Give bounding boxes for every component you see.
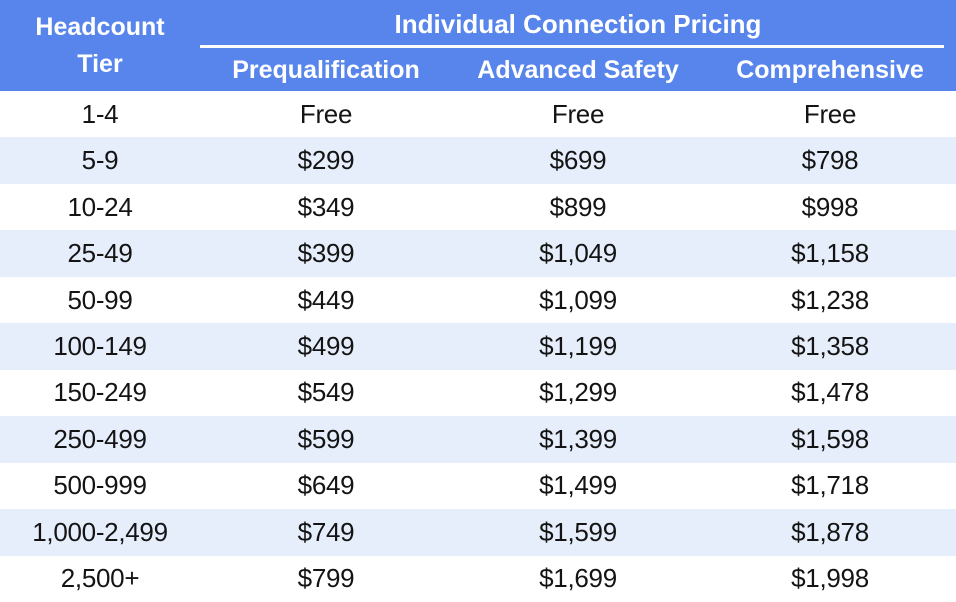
table-row: 1-4 Free Free Free <box>0 91 956 138</box>
table-row: 100-149 $499 $1,199 $1,358 <box>0 323 956 370</box>
row-header-headcount-tier: Headcount Tier <box>0 0 200 91</box>
price-cell: Free <box>803 98 857 129</box>
table-row: 1,000-2,499 $749 $1,599 $1,878 <box>0 509 956 556</box>
column-header-comprehensive: Comprehensive <box>736 56 924 84</box>
price-cell: $1,598 <box>791 423 869 454</box>
price-cell: $449 <box>297 284 355 315</box>
tier-cell: 1-4 <box>81 98 119 129</box>
price-cell: $799 <box>297 563 355 594</box>
table-row: 500-999 $649 $1,499 $1,718 <box>0 462 956 510</box>
price-cell: $1,699 <box>539 563 617 594</box>
price-cell: $1,399 <box>539 423 617 454</box>
price-cell: $499 <box>297 330 355 361</box>
price-cell: $549 <box>297 377 355 408</box>
group-title: Individual Connection Pricing <box>394 9 762 39</box>
table-row: 10-24 $349 $899 $998 <box>0 183 956 231</box>
price-cell: $1,878 <box>791 516 869 547</box>
price-cell: $1,358 <box>791 330 869 361</box>
tier-cell: 150-249 <box>53 377 147 408</box>
price-cell: $599 <box>297 423 355 454</box>
price-cell: $299 <box>297 145 355 176</box>
tier-cell: 250-499 <box>53 423 147 454</box>
tier-cell: 50-99 <box>67 284 133 315</box>
price-cell: $1,478 <box>791 377 869 408</box>
tier-cell: 1,000-2,499 <box>32 516 168 547</box>
price-cell: $1,199 <box>539 330 617 361</box>
tier-cell: 10-24 <box>67 191 133 222</box>
tier-cell: 5-9 <box>81 145 119 176</box>
price-cell: $699 <box>549 145 607 176</box>
table-row: 50-99 $449 $1,099 $1,238 <box>0 276 956 324</box>
price-cell: $1,049 <box>539 238 617 269</box>
row-header-line-1: Headcount <box>35 12 165 41</box>
group-header: Individual Connection Pricing Prequalifi… <box>200 0 956 91</box>
price-cell: $1,998 <box>791 563 869 594</box>
price-cell: $1,499 <box>539 470 617 501</box>
table-header: Headcount Tier Individual Connection Pri… <box>0 0 956 91</box>
price-cell: $1,238 <box>791 284 869 315</box>
price-cell: $1,718 <box>791 470 869 501</box>
table-row: 5-9 $299 $699 $798 <box>0 137 956 184</box>
price-cell: Free <box>551 98 605 129</box>
price-cell: $1,158 <box>791 238 869 269</box>
price-cell: $1,099 <box>539 284 617 315</box>
table-row: 150-249 $549 $1,299 $1,478 <box>0 369 956 417</box>
tier-cell: 500-999 <box>53 470 147 501</box>
price-cell: $349 <box>297 191 355 222</box>
column-header-prequalification: Prequalification <box>232 56 420 84</box>
tier-cell: 2,500+ <box>60 563 140 594</box>
price-cell: Free <box>299 98 353 129</box>
column-header-advanced-safety: Advanced Safety <box>477 56 679 84</box>
row-header-line-2: Tier <box>77 49 123 78</box>
tier-cell: 25-49 <box>67 238 133 269</box>
tier-cell: 100-149 <box>53 330 147 361</box>
price-cell: $998 <box>801 191 859 222</box>
price-cell: $899 <box>549 191 607 222</box>
price-cell: $649 <box>297 470 355 501</box>
sub-headers: Prequalification Advanced Safety Compreh… <box>200 48 956 91</box>
price-cell: $798 <box>801 145 859 176</box>
price-cell: $749 <box>297 516 355 547</box>
price-cell: $1,599 <box>539 516 617 547</box>
price-cell: $399 <box>297 238 355 269</box>
table-body: 1-4 Free Free Free 5-9 $299 $699 $798 10-24 $349 $… <box>0 91 956 602</box>
table-row: 250-499 $599 $1,399 $1,598 <box>0 416 956 463</box>
table-row: 25-49 $399 $1,049 $1,158 <box>0 230 956 277</box>
price-cell: $1,299 <box>539 377 617 408</box>
table-row: 2,500+ $799 $1,699 $1,998 <box>0 555 956 602</box>
group-title-underline <box>200 45 944 48</box>
